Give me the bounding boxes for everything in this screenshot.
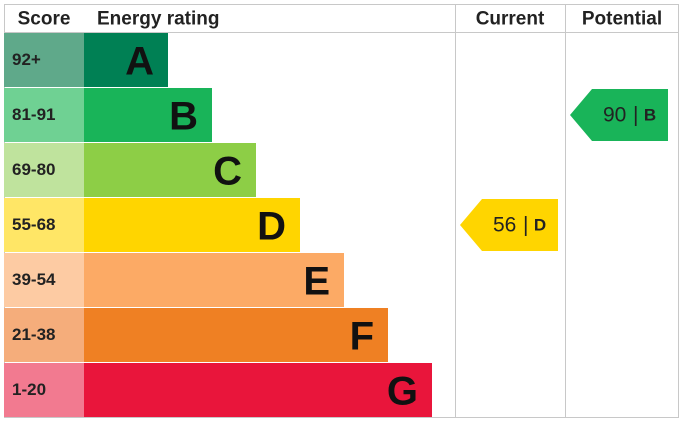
rating-letter: A bbox=[125, 40, 154, 84]
score-cell bbox=[4, 308, 84, 362]
current-letter: D bbox=[534, 216, 546, 235]
rating-bar bbox=[84, 143, 256, 197]
rating-letter: B bbox=[169, 95, 198, 139]
rating-bar bbox=[84, 198, 300, 252]
score-label: 81-91 bbox=[12, 105, 55, 124]
current-separator: | bbox=[523, 214, 528, 237]
potential-arrow bbox=[570, 89, 668, 141]
score-label: 55-68 bbox=[12, 215, 55, 234]
current-value: 56 bbox=[493, 214, 516, 237]
score-cell bbox=[4, 88, 84, 142]
score-cell bbox=[4, 198, 84, 252]
potential-letter: B bbox=[644, 106, 656, 125]
rating-letter: G bbox=[387, 370, 418, 414]
header-rating: Energy rating bbox=[97, 9, 219, 30]
score-label: 1-20 bbox=[12, 380, 46, 399]
score-label: 39-54 bbox=[12, 270, 56, 289]
current-arrow bbox=[460, 199, 558, 251]
rating-bar bbox=[84, 33, 168, 87]
score-label: 69-80 bbox=[12, 160, 55, 179]
score-label: 92+ bbox=[12, 50, 41, 69]
rating-letter: D bbox=[257, 205, 286, 249]
rating-letter: C bbox=[213, 150, 242, 194]
header-score: Score bbox=[18, 9, 71, 30]
score-label: 21-38 bbox=[12, 325, 55, 344]
score-cell bbox=[4, 143, 84, 197]
score-cell bbox=[4, 33, 84, 87]
potential-value: 90 bbox=[603, 104, 626, 127]
score-cell bbox=[4, 363, 84, 417]
header-current: Current bbox=[476, 9, 545, 30]
rating-bar bbox=[84, 363, 432, 417]
rating-letter: F bbox=[350, 315, 374, 359]
rating-bar bbox=[84, 308, 388, 362]
potential-separator: | bbox=[633, 104, 638, 127]
rating-bar bbox=[84, 88, 212, 142]
score-cell bbox=[4, 253, 84, 307]
rating-bar bbox=[84, 253, 344, 307]
rating-letter: E bbox=[303, 260, 330, 304]
header-potential: Potential bbox=[582, 9, 662, 30]
